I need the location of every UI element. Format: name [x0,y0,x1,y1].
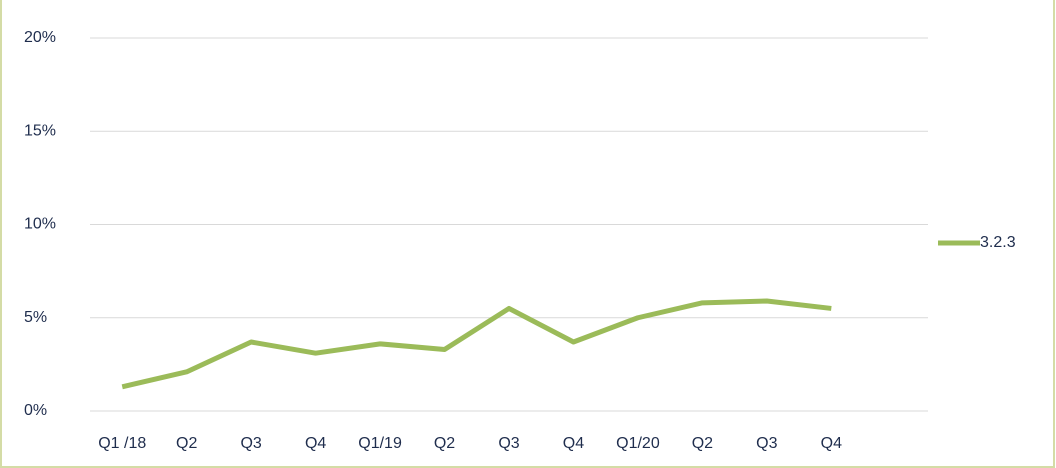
x-tick-label: Q3 [756,435,777,452]
x-tick-label: Q1/19 [358,435,402,452]
x-tick-label: Q4 [821,435,842,452]
x-tick-label: Q1/20 [616,435,660,452]
x-tick-label: Q1 /18 [98,435,146,452]
y-tick-label: 10% [24,216,56,233]
x-tick-label: Q3 [498,435,519,452]
x-tick-label: Q2 [176,435,197,452]
y-tick-label: 5% [24,309,47,326]
legend-label: 3.2.3 [980,234,1016,251]
x-tick-label: Q4 [563,435,584,452]
x-tick-label: Q2 [434,435,455,452]
y-tick-label: 15% [24,122,56,139]
data-line [121,298,832,390]
x-tick-label: Q3 [240,435,261,452]
x-tick-label: Q4 [305,435,326,452]
y-tick-label: 20% [24,29,56,46]
y-tick-label: 0% [24,402,47,419]
x-tick-label: Q2 [692,435,713,452]
